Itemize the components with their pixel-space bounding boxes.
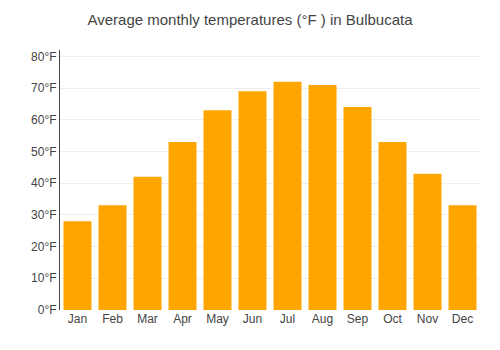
svg-text:Aug: Aug bbox=[312, 312, 333, 326]
svg-text:Average monthly temperatures (: Average monthly temperatures (°F ) in Bu… bbox=[87, 11, 413, 28]
svg-text:Feb: Feb bbox=[102, 312, 123, 326]
svg-text:Nov: Nov bbox=[417, 312, 438, 326]
svg-text:30°F: 30°F bbox=[31, 208, 56, 222]
svg-text:70°F: 70°F bbox=[31, 81, 56, 95]
svg-text:60°F: 60°F bbox=[31, 113, 56, 127]
svg-text:Oct: Oct bbox=[383, 312, 402, 326]
svg-text:40°F: 40°F bbox=[31, 176, 56, 190]
svg-text:May: May bbox=[206, 312, 229, 326]
svg-text:Jun: Jun bbox=[243, 312, 262, 326]
svg-text:20°F: 20°F bbox=[31, 240, 56, 254]
svg-text:Mar: Mar bbox=[137, 312, 158, 326]
svg-text:0°F: 0°F bbox=[38, 303, 57, 317]
svg-text:Sep: Sep bbox=[347, 312, 369, 326]
svg-text:50°F: 50°F bbox=[31, 145, 56, 159]
svg-text:Dec: Dec bbox=[452, 312, 473, 326]
svg-text:Jan: Jan bbox=[68, 312, 87, 326]
svg-text:Jul: Jul bbox=[280, 312, 295, 326]
svg-text:10°F: 10°F bbox=[31, 271, 56, 285]
svg-text:Apr: Apr bbox=[173, 312, 192, 326]
svg-text:80°F: 80°F bbox=[31, 50, 56, 64]
